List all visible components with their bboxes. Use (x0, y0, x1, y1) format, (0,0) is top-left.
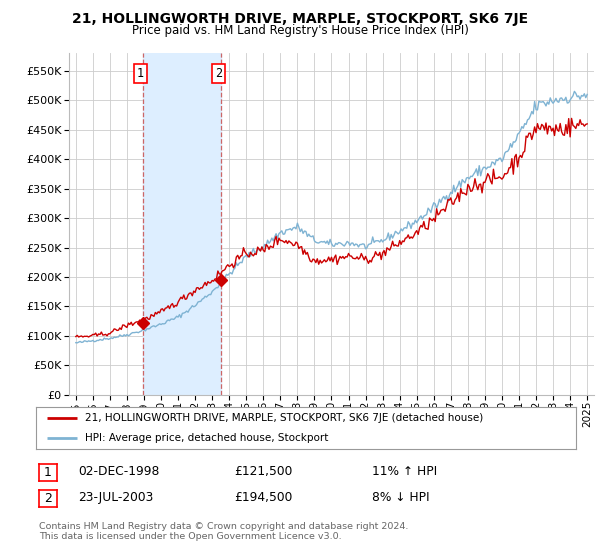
Text: £194,500: £194,500 (234, 491, 292, 504)
Text: 8% ↓ HPI: 8% ↓ HPI (372, 491, 430, 504)
Text: Contains HM Land Registry data © Crown copyright and database right 2024.
This d: Contains HM Land Registry data © Crown c… (39, 522, 409, 542)
Text: 23-JUL-2003: 23-JUL-2003 (78, 491, 154, 504)
Text: 1: 1 (44, 466, 52, 479)
Text: 2: 2 (215, 67, 223, 80)
Text: Price paid vs. HM Land Registry's House Price Index (HPI): Price paid vs. HM Land Registry's House … (131, 24, 469, 36)
Text: £121,500: £121,500 (234, 465, 292, 478)
Text: 11% ↑ HPI: 11% ↑ HPI (372, 465, 437, 478)
Text: 21, HOLLINGWORTH DRIVE, MARPLE, STOCKPORT, SK6 7JE (detached house): 21, HOLLINGWORTH DRIVE, MARPLE, STOCKPOR… (85, 413, 483, 423)
Text: HPI: Average price, detached house, Stockport: HPI: Average price, detached house, Stoc… (85, 433, 328, 442)
Text: 1: 1 (137, 67, 143, 80)
Text: 2: 2 (44, 492, 52, 505)
Bar (143, 53, 221, 395)
Text: 02-DEC-1998: 02-DEC-1998 (78, 465, 160, 478)
Text: 21, HOLLINGWORTH DRIVE, MARPLE, STOCKPORT, SK6 7JE: 21, HOLLINGWORTH DRIVE, MARPLE, STOCKPOR… (72, 12, 528, 26)
